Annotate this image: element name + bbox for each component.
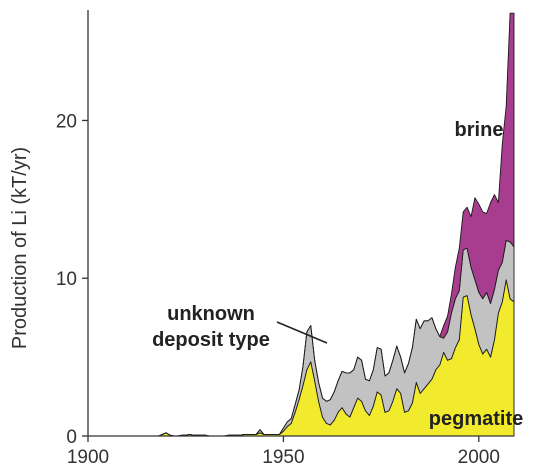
series-labels: brine unknown deposit type pegmatite xyxy=(152,119,523,430)
x-tick-label: 1900 xyxy=(67,447,109,468)
y-axis-title: Production of Li (kT/yr) xyxy=(9,147,31,349)
x-ticks: 1900 1950 2000 xyxy=(67,436,500,468)
label-unknown-deposit-type: unknown deposit type xyxy=(152,303,270,351)
stacked-areas xyxy=(87,12,515,437)
y-tick-label: 20 xyxy=(56,111,77,132)
x-tick-label: 1950 xyxy=(262,447,304,468)
label-pegmatite: pegmatite xyxy=(429,408,523,430)
y-tick-label: 10 xyxy=(56,269,77,290)
x-tick-label: 2000 xyxy=(458,447,500,468)
axes xyxy=(87,10,514,437)
unknown-deposit-leader-line xyxy=(276,321,328,344)
area-brine xyxy=(87,12,515,437)
y-ticks: 0 10 20 xyxy=(56,111,88,448)
y-tick-label: 0 xyxy=(66,427,77,448)
label-brine: brine xyxy=(455,119,504,141)
